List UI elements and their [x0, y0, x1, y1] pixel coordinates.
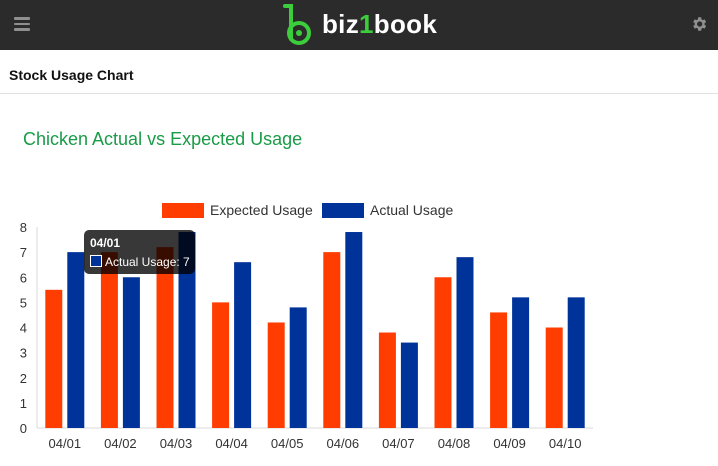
hamburger-menu-icon[interactable] [14, 17, 30, 31]
bar-chart: Expected Usage Actual Usage 0 1 2 3 4 5 6 7 8 04/01… [20, 202, 593, 451]
logo-mark-icon [283, 4, 311, 45]
bar [323, 252, 341, 428]
y-tick-label: 7 [20, 245, 27, 260]
y-tick-label: 5 [20, 295, 27, 310]
top-bar: biz1book [0, 0, 718, 50]
bar [400, 342, 418, 428]
x-tick-label: 04/10 [549, 436, 582, 451]
bar [234, 262, 252, 428]
bar [345, 232, 363, 428]
legend-swatch [322, 203, 364, 218]
bar [100, 252, 118, 428]
x-tick-label: 04/06 [327, 436, 360, 451]
gear-icon[interactable] [690, 15, 708, 33]
tooltip-title: 04/01 [90, 236, 121, 250]
bar [67, 252, 85, 428]
bar [456, 257, 474, 428]
x-tick-label: 04/09 [493, 436, 526, 451]
bar [156, 247, 174, 428]
tooltip-label: Actual Usage: 7 [105, 255, 190, 269]
y-tick-label: 4 [20, 321, 27, 336]
chart-heading: Chicken Actual vs Expected Usage [23, 129, 303, 149]
bar [122, 277, 140, 428]
x-tick-label: 04/03 [160, 436, 193, 451]
chart-tooltip: 04/01 Actual Usage: 7 [84, 230, 195, 274]
tooltip-swatch [90, 255, 102, 267]
bar [45, 289, 63, 428]
x-tick-label: 04/02 [104, 436, 137, 451]
bar [490, 312, 508, 428]
bar [178, 232, 196, 428]
bar [267, 322, 285, 428]
legend-label: Actual Usage [370, 202, 453, 218]
y-tick-label: 8 [20, 220, 27, 235]
page-header: Stock Usage Chart [0, 50, 718, 94]
bar [378, 332, 396, 428]
y-tick-label: 1 [20, 396, 27, 411]
brand-suffix: book [373, 9, 438, 39]
y-tick-label: 3 [20, 346, 27, 361]
y-tick-label: 0 [20, 421, 27, 436]
bar [289, 307, 307, 428]
brand-prefix: biz [322, 9, 360, 39]
x-tick-label: 04/04 [215, 436, 248, 451]
bar [512, 297, 530, 428]
legend-swatch [162, 203, 204, 218]
x-tick-label: 04/08 [438, 436, 471, 451]
x-tick-label: 04/05 [271, 436, 304, 451]
bar [545, 327, 563, 428]
y-tick-label: 2 [20, 371, 27, 386]
brand-logo: biz1book [282, 3, 437, 47]
brand-name: biz1book [322, 9, 437, 40]
y-tick-label: 6 [20, 270, 27, 285]
tooltip-row: Actual Usage: 7 [90, 255, 190, 269]
bar [434, 277, 452, 428]
bar [212, 302, 230, 428]
bar [567, 297, 585, 428]
page-title: Stock Usage Chart [9, 67, 134, 83]
x-tick-label: 04/01 [49, 436, 82, 451]
legend-label: Expected Usage [210, 202, 313, 218]
x-tick-label: 04/07 [382, 436, 415, 451]
brand-digit: 1 [359, 9, 374, 39]
